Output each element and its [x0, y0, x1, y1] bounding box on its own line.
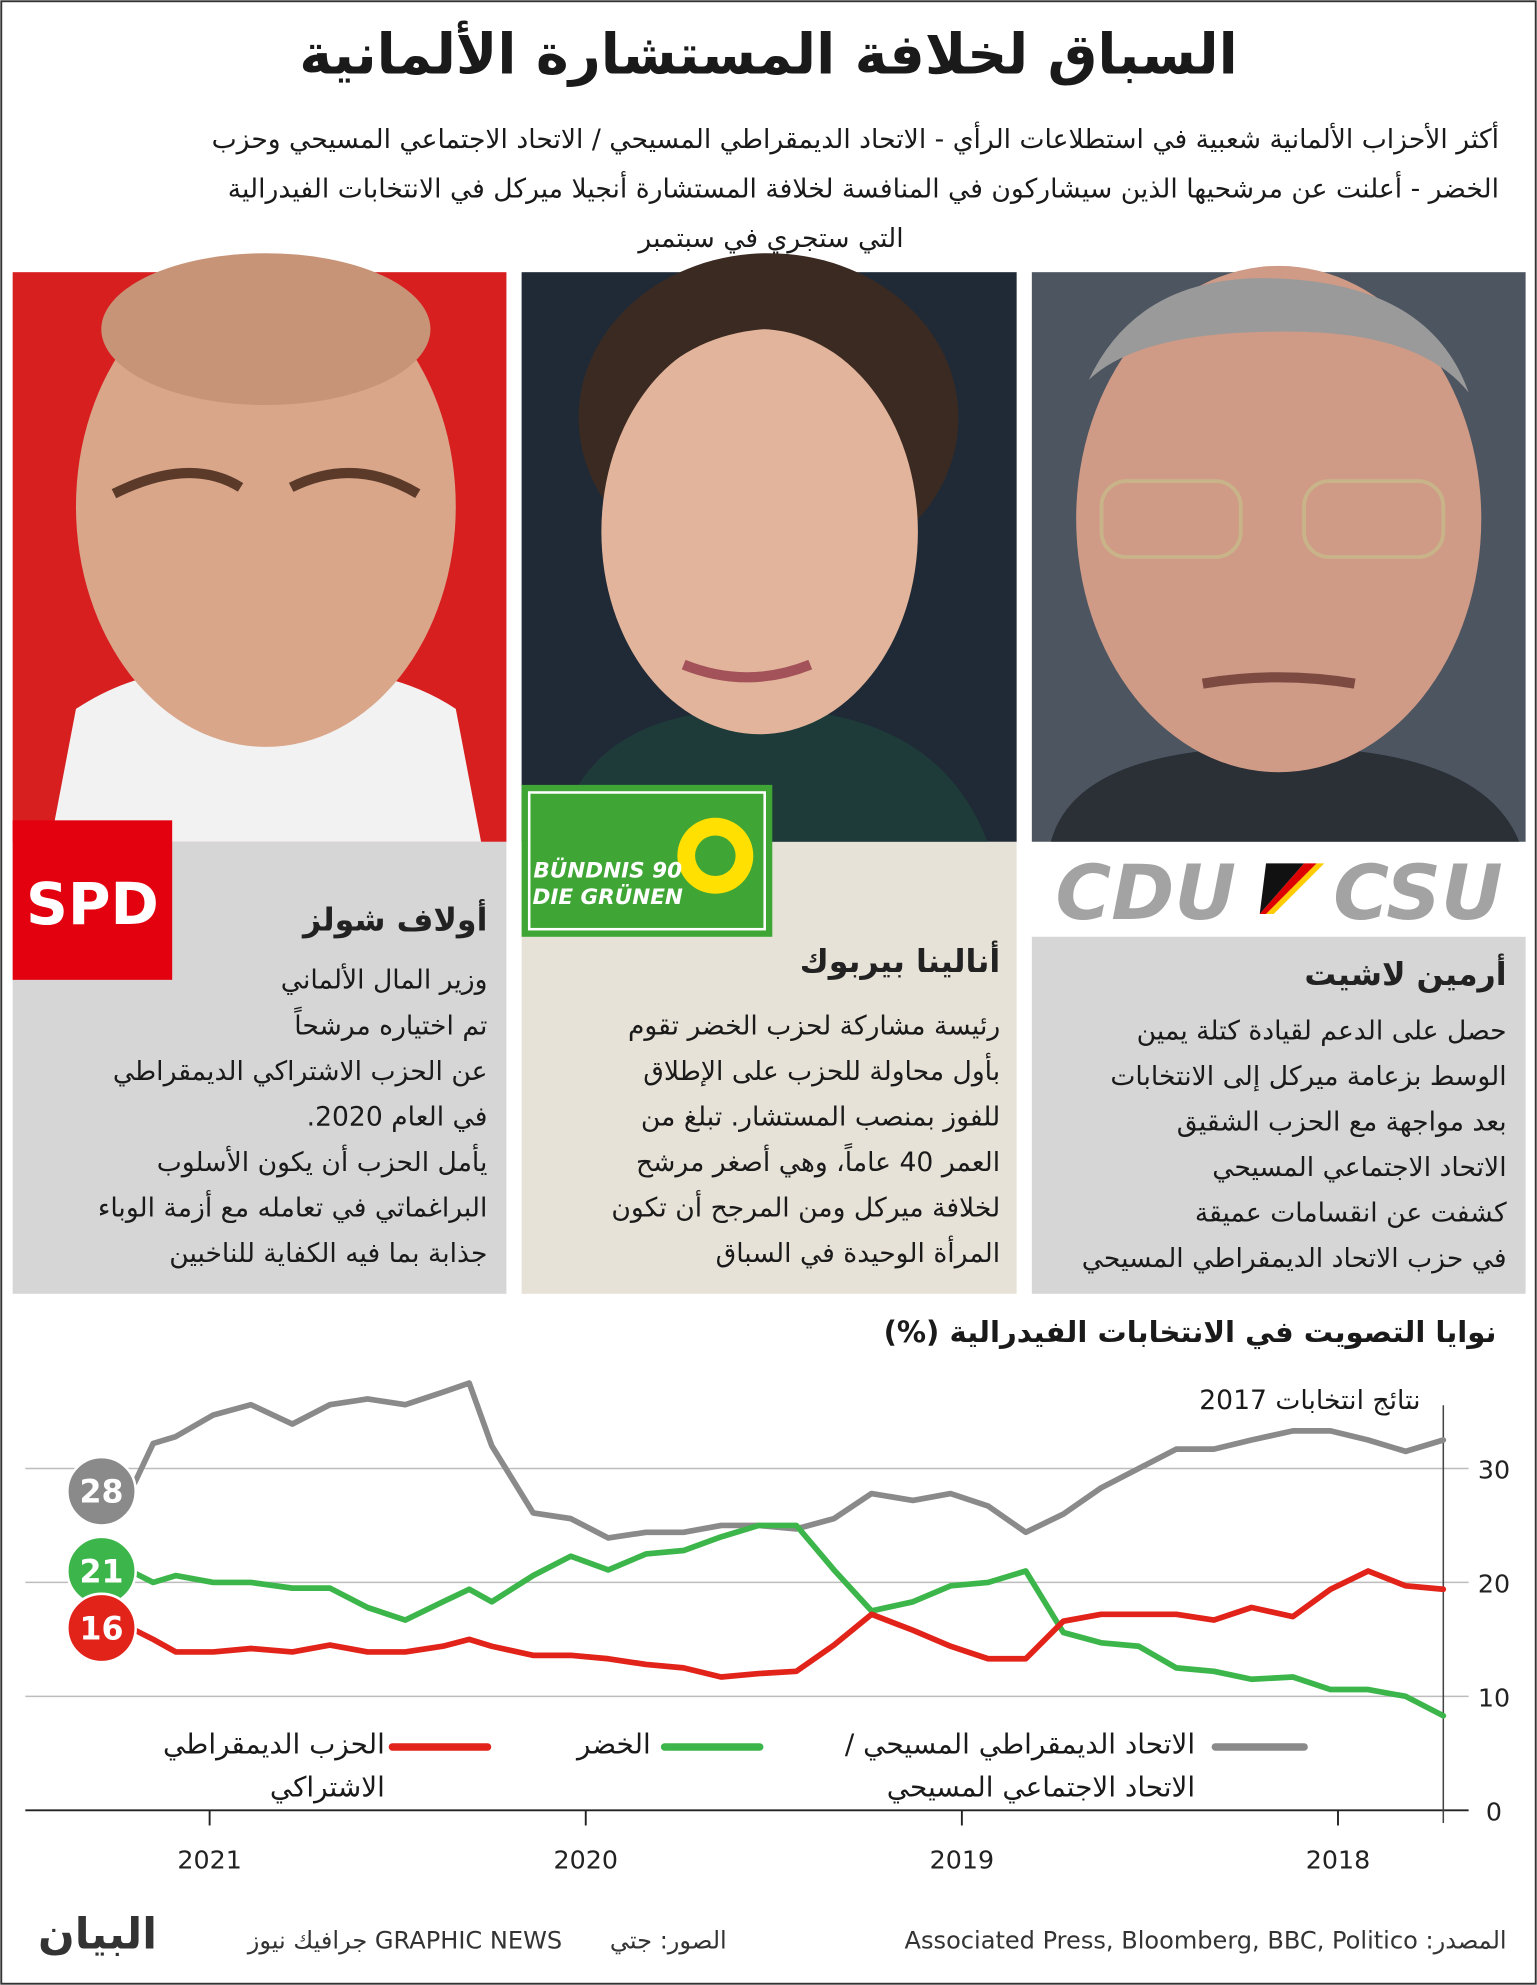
legend-label: الاتحاد الديمقراطي المسيحي / الاتحاد الا…	[844, 1729, 1196, 1804]
bio-line: عن الحزب الاشتراكي الديمقراطي	[112, 1055, 488, 1087]
bio-line: كشفت عن انقسامات عميقة	[1194, 1197, 1507, 1228]
end-label: 21	[79, 1554, 123, 1590]
subtitle-line: التي ستجري في سبتمبر	[638, 222, 904, 254]
end-label: 28	[79, 1475, 123, 1511]
candidate-bio: رئيسة مشاركة لحزب الخضر تقوم بأول محاولة …	[611, 1003, 1000, 1276]
x-tick-label: 2021	[177, 1845, 241, 1875]
end-label: 16	[79, 1611, 123, 1647]
subtitle-line: الخضر - أعلنت عن مرشحيها الذين سيشاركون …	[227, 173, 1500, 204]
legend-label: الخضر	[577, 1729, 651, 1761]
candidate-name: أولاف شولز	[303, 901, 488, 939]
chart: 0 10 20 30 2018 2019 2020 2021 28 21 16	[25, 1380, 1510, 1875]
photo-baerbock	[521, 253, 1017, 842]
bio-line: العمر 40 عاماً، وهي أصغر مرشح	[635, 1146, 1001, 1178]
x-tick-label: 2020	[554, 1845, 618, 1875]
bio-line: رئيسة مشاركة لحزب الخضر تقوم	[627, 1010, 1001, 1041]
end-badge	[66, 1455, 137, 1527]
logo-text: DIE GRÜNEN	[532, 884, 682, 910]
bio-line: في العام 2020.	[306, 1101, 488, 1132]
candidate-name: أرمين لاشيت	[1304, 955, 1507, 993]
logo-text: SPD	[26, 870, 159, 938]
x-tick-label: 2019	[930, 1845, 994, 1875]
bio-line: وزير المال الألماني	[280, 964, 488, 996]
y-tick-label: 10	[1478, 1682, 1510, 1712]
panel-laschet	[1031, 936, 1526, 1294]
candidate-bio: حصل على الدعم لقيادة كتلة يمين الوسط بزعا…	[1082, 1008, 1507, 1281]
series-line	[127, 1522, 1447, 1719]
logo-text: CDU	[1056, 848, 1236, 937]
y-tick-label: 0	[1486, 1796, 1502, 1826]
bio-line: للفوز بمنصب المستشار. تبلغ من	[640, 1101, 1001, 1132]
source: المصدر: Associated Press, Bloomberg, BBC…	[904, 1926, 1507, 1955]
photo-scholz	[12, 253, 507, 842]
bio-line: يأمل الحزب أن يكون الأسلوب	[156, 1146, 488, 1178]
photo-laschet	[1031, 265, 1526, 842]
bio-line: لخلافة ميركل ومن المرجح أن تكون	[611, 1192, 1001, 1223]
y-tick-label: 30	[1478, 1455, 1510, 1485]
bio-line: تم اختياره مرشحاً	[294, 1010, 488, 1041]
annotation: نتائج انتخابات 2017	[1199, 1384, 1421, 1416]
legend-label: الحزب الديمقراطي الاشتراكي	[162, 1729, 385, 1804]
series-line	[127, 1568, 1447, 1680]
brand: البيان	[37, 1909, 157, 1960]
logo-text: BÜNDNIS 90	[533, 857, 682, 883]
logo-text: CSU	[1333, 848, 1502, 937]
bio-line: حصل على الدعم لقيادة كتلة يمين	[1136, 1015, 1507, 1046]
subtitle-line: أكثر الأحزاب الألمانية شعبية في استطلاعا…	[211, 124, 1500, 155]
agency: GRAPHIC NEWS جرافيك نيوز	[247, 1926, 563, 1955]
bio-line: جذابة بما فيه الكفاية للناخبين	[169, 1238, 488, 1269]
end-badge	[66, 1592, 137, 1664]
bio-line: البراغماتي في تعامله مع أزمة الوباء	[97, 1192, 488, 1223]
logo-spd	[12, 820, 173, 980]
logo-stripe	[1259, 863, 1325, 915]
bio-line: الوسط بزعامة ميركل إلى الانتخابات	[1110, 1060, 1507, 1092]
title: السباق لخلافة المستشارة الألمانية	[299, 22, 1238, 88]
candidate-name: أنالينا بيربوك	[799, 943, 1001, 980]
chart-title: نوايا التصويت في الانتخابات الفيدرالية (…	[883, 1316, 1497, 1350]
logo-greens	[521, 784, 773, 937]
y-tick-label: 20	[1478, 1569, 1510, 1599]
bio-line: بعد مواجهة مع الحزب الشقيق	[1176, 1106, 1507, 1137]
bio-line: الاتحاد الاجتماعي المسيحي	[1212, 1152, 1507, 1183]
bio-line: في حزب الاتحاد الديمقراطي المسيحي	[1081, 1243, 1507, 1274]
bio-line: المرأة الوحيدة في السباق	[715, 1238, 1001, 1269]
x-tick-label: 2018	[1306, 1845, 1370, 1875]
candidate-bio: وزير المال الألماني تم اختياره مرشحاً عن ا…	[98, 957, 488, 1276]
bio-line: بأول محاولة للحزب على الإطلاق	[643, 1055, 1001, 1087]
photo-credit: الصور: جتي	[609, 1926, 727, 1955]
